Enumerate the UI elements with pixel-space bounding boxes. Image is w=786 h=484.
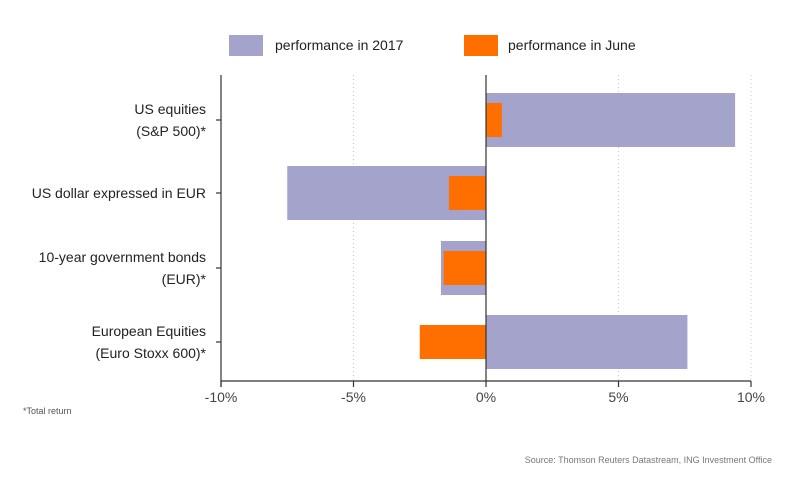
category-label: US dollar expressed in EUR: [32, 185, 206, 201]
legend-label: performance in June: [508, 37, 636, 53]
category-label: (S&P 500)*: [136, 123, 206, 139]
category-label: 10-year government bonds: [39, 249, 206, 265]
source-note: Source: Thomson Reuters Datastream, ING …: [524, 455, 772, 465]
legend: performance in 2017 performance in June: [229, 35, 636, 56]
legend-label: performance in 2017: [275, 37, 404, 53]
legend-swatch: [229, 35, 263, 56]
bar-performance-in-june-3: [419, 325, 486, 359]
x-tick-label: -10%: [205, 389, 238, 405]
x-tick-labels: -10% -5% 0% 5% 10%: [205, 389, 765, 405]
x-tick-label: 0%: [476, 389, 496, 405]
bar-performance-in-june-1: [448, 176, 486, 210]
x-tick-label: 5%: [608, 389, 628, 405]
bar-performance-in-june-2: [443, 251, 486, 285]
bars: [287, 93, 736, 369]
x-tick-label: -5%: [341, 389, 366, 405]
bar-performance-in-2017-0: [486, 93, 736, 147]
legend-swatch: [464, 35, 498, 56]
gridlines: [353, 75, 752, 381]
axes: [216, 75, 752, 387]
bar-performance-in-june-0: [486, 103, 502, 137]
x-tick-label: 10%: [737, 389, 765, 405]
category-label: (Euro Stoxx 600)*: [96, 345, 207, 361]
bar-performance-in-2017-3: [486, 315, 688, 369]
footnote: *Total return: [23, 406, 72, 416]
category-label: (EUR)*: [162, 271, 207, 287]
category-labels: US equities (S&P 500)* US dollar expressed…: [32, 101, 207, 361]
category-label: European Equities: [92, 323, 206, 339]
category-label: US equities: [134, 101, 206, 117]
